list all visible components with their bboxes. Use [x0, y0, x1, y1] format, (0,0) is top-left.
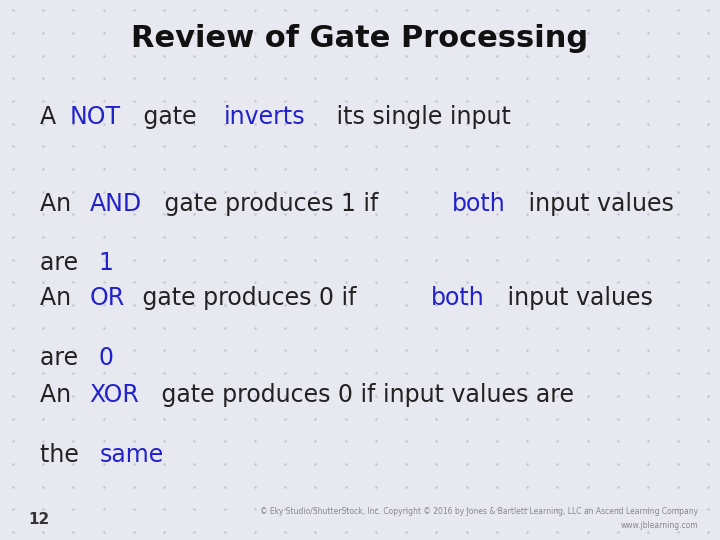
Text: OR: OR: [89, 286, 125, 310]
Text: both: both: [452, 192, 505, 215]
Text: are: are: [40, 251, 85, 275]
Text: XOR: XOR: [89, 383, 139, 407]
Text: input values: input values: [521, 192, 674, 215]
Text: gate produces 1 if: gate produces 1 if: [157, 192, 386, 215]
Text: gate produces 0 if input values are: gate produces 0 if input values are: [154, 383, 574, 407]
Text: 0: 0: [99, 346, 114, 369]
Text: NOT: NOT: [70, 105, 121, 129]
Text: An: An: [40, 286, 78, 310]
Text: An: An: [40, 383, 78, 407]
Text: same: same: [99, 443, 163, 467]
Text: 1: 1: [99, 251, 113, 275]
Text: its single input: its single input: [329, 105, 511, 129]
Text: Review of Gate Processing: Review of Gate Processing: [132, 24, 588, 53]
Text: gate: gate: [136, 105, 204, 129]
Text: inverts: inverts: [224, 105, 305, 129]
Text: An: An: [40, 192, 78, 215]
Text: both: both: [431, 286, 484, 310]
Text: 12: 12: [29, 511, 50, 526]
Text: www.jblearning.com: www.jblearning.com: [621, 521, 698, 530]
Text: A: A: [40, 105, 63, 129]
Text: © Eky Studio/ShutterStock, Inc. Copyright © 2016 by Jones & Bartlett Learning, L: © Eky Studio/ShutterStock, Inc. Copyrigh…: [260, 507, 698, 516]
Text: input values: input values: [500, 286, 652, 310]
Text: the: the: [40, 443, 86, 467]
Text: are: are: [40, 346, 85, 369]
Text: gate produces 0 if: gate produces 0 if: [135, 286, 364, 310]
Text: AND: AND: [89, 192, 142, 215]
